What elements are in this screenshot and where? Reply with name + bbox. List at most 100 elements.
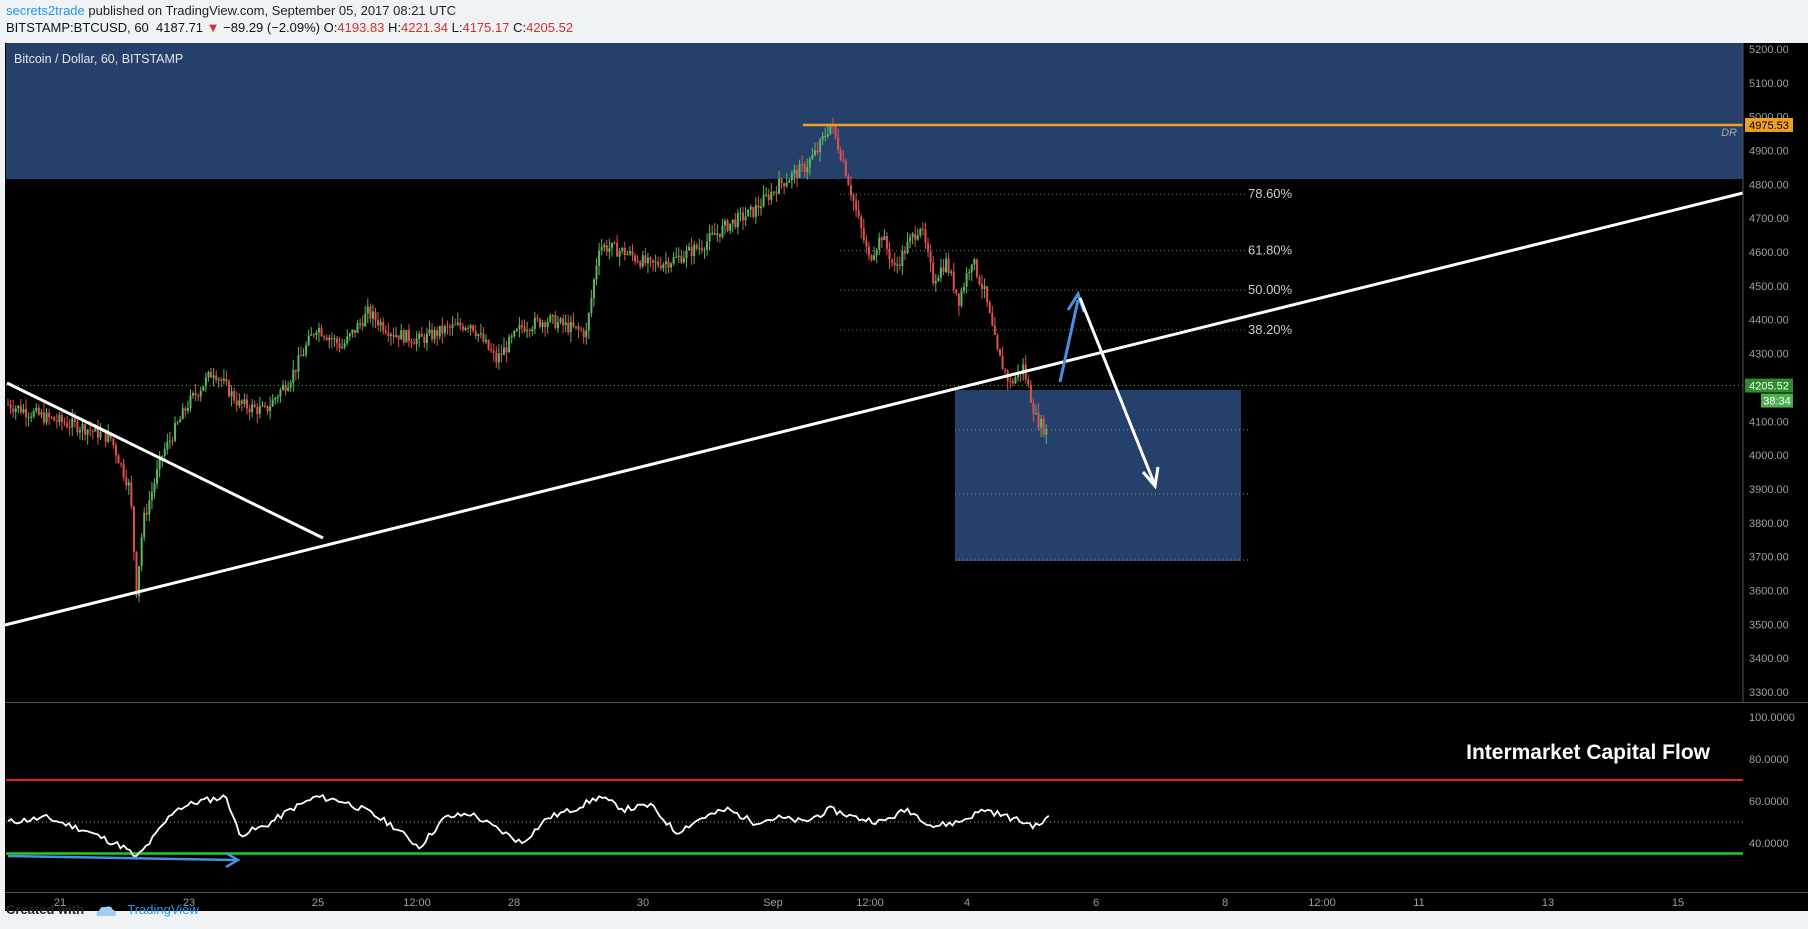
candle-body (487, 339, 490, 350)
open-label: O: (323, 20, 338, 35)
candle-body (212, 375, 215, 378)
candle-body (577, 326, 580, 330)
trend-line-falling[interactable] (6, 381, 324, 540)
candle-body (837, 137, 840, 151)
candle-body (610, 242, 613, 249)
candle-body (58, 415, 61, 422)
candle-body (181, 408, 184, 420)
candle-body (407, 329, 410, 342)
candle-body (806, 167, 809, 173)
candle-body (233, 391, 236, 401)
candle-body (335, 338, 338, 344)
tradingview-link[interactable]: TradingView (127, 902, 199, 917)
candle-body (521, 325, 523, 327)
candle-body (1009, 381, 1012, 383)
author-link[interactable]: secrets2trade (6, 3, 85, 18)
candle-body (423, 336, 426, 344)
candle-body (150, 491, 153, 501)
candle-body (158, 457, 161, 470)
candle-body (73, 418, 76, 422)
candle-body (86, 429, 89, 435)
time-axis-ticks: 21 23 25 12:00 28 30 Sep 12:00 4 6 8 12:00 11 13 15 (54, 897, 1684, 909)
candle-body (716, 233, 719, 236)
resistance-price-tag: 4975.53 (1745, 117, 1793, 132)
candle-body (526, 330, 529, 332)
price-tick-label: 4100.00 (1749, 416, 1789, 428)
price-tick-label: 3700.00 (1749, 552, 1789, 564)
candle-body (849, 185, 852, 196)
candle-body (353, 329, 356, 333)
candle-body (505, 347, 508, 353)
candle-body (965, 273, 968, 287)
indicator-tick-label: 100.0000 (1749, 712, 1795, 724)
candle-body (377, 320, 380, 326)
open-value: 4193.83 (337, 20, 385, 35)
candle-body (826, 133, 829, 137)
candle-body (795, 170, 798, 178)
price-tick-label: 4800.00 (1749, 179, 1789, 191)
candle-body (749, 206, 752, 210)
candle-body (636, 261, 639, 263)
candle-body (192, 393, 195, 396)
candle-body (919, 228, 922, 236)
price-axis[interactable] (1743, 43, 1808, 702)
candle-body (829, 123, 832, 134)
candle-body (996, 335, 999, 350)
change-down-icon: ▼ (206, 20, 220, 35)
candle-body (497, 353, 500, 363)
candle-body (361, 323, 364, 327)
high-value: 4221.34 (401, 20, 448, 35)
candle-body (366, 306, 369, 314)
candle-body (1035, 413, 1037, 415)
candle-body (744, 216, 747, 221)
candle-body (138, 566, 141, 597)
candle-body (860, 216, 863, 229)
candle-body (667, 261, 670, 268)
candle-body (844, 160, 847, 177)
time-tick-label: 12:00 (856, 897, 884, 909)
trend-line-rising[interactable] (4, 191, 1744, 627)
candle-body (281, 385, 284, 390)
time-axis[interactable] (5, 892, 1808, 911)
candle-body (1027, 379, 1030, 385)
candle-body (284, 385, 287, 391)
candle-body (479, 333, 482, 335)
candle-body (510, 336, 513, 338)
candle-body (811, 155, 814, 159)
candle-body (431, 329, 434, 340)
candle-body (747, 209, 750, 217)
candle-body (96, 426, 99, 438)
candle-body (341, 347, 344, 349)
candle-body (438, 325, 441, 337)
candle-body (975, 259, 978, 277)
time-tick-label: 30 (637, 897, 649, 909)
candle-body (978, 276, 981, 284)
candle-body (222, 378, 225, 381)
candle-body (107, 432, 110, 442)
candle-body (384, 330, 387, 333)
candle-body (503, 347, 506, 355)
candle-body (253, 404, 256, 407)
candle-body (402, 330, 405, 343)
candle-body (924, 229, 927, 244)
indicator-axis[interactable] (1743, 703, 1808, 892)
candle-body (428, 329, 431, 334)
change-value: −89.29 (−2.09%) (223, 20, 321, 35)
candle-body (163, 449, 166, 456)
candle-body (963, 286, 966, 292)
candle-body (901, 250, 904, 267)
price-tick-label: 3800.00 (1749, 518, 1789, 530)
candle-body (166, 441, 169, 450)
candle-body (171, 440, 174, 442)
candle-body (891, 259, 894, 263)
candle-body (603, 244, 606, 248)
candle-body (55, 420, 58, 422)
time-tick-label: 13 (1542, 897, 1554, 909)
candle-body (443, 326, 446, 334)
candle-body (937, 277, 940, 282)
candle-body (433, 329, 436, 340)
candle-body (662, 264, 665, 269)
candle-body (199, 390, 202, 397)
candle-body (299, 355, 302, 357)
